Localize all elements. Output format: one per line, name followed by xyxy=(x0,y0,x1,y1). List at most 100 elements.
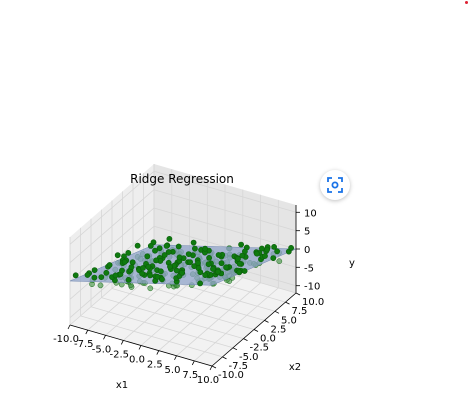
x-tick-label: -7.5 xyxy=(74,339,94,350)
data-point xyxy=(119,267,125,274)
data-point xyxy=(165,249,172,255)
data-point xyxy=(214,268,221,275)
data-point xyxy=(223,264,229,271)
y-tick xyxy=(243,338,248,341)
y-tick xyxy=(274,310,280,314)
y-tick-label: -7.5 xyxy=(229,361,249,372)
y-axis-label: x2 xyxy=(289,362,301,373)
data-point xyxy=(139,270,145,277)
scan-icon xyxy=(327,177,343,193)
grid-line xyxy=(101,297,244,339)
z-tick-label: 0 xyxy=(304,245,310,256)
data-point xyxy=(125,249,132,256)
data-point xyxy=(156,245,163,252)
data-point xyxy=(178,269,185,276)
x-tick xyxy=(85,329,89,335)
data-point xyxy=(167,263,173,270)
data-point xyxy=(236,260,243,267)
y-tick xyxy=(222,356,227,360)
y-tick xyxy=(211,365,217,369)
data-point xyxy=(176,254,183,261)
data-point xyxy=(195,260,201,266)
x-tick xyxy=(138,345,142,350)
y-tick xyxy=(253,329,259,332)
data-point xyxy=(145,263,152,270)
data-point xyxy=(215,252,222,258)
x-tick-label: 10.0 xyxy=(197,375,219,386)
y-tick xyxy=(264,320,269,323)
data-point xyxy=(210,266,216,272)
points-in-front-of-plane xyxy=(72,235,294,287)
x-tick xyxy=(120,340,124,345)
data-point xyxy=(72,272,79,279)
z-tick-label: -10 xyxy=(304,282,320,293)
data-point xyxy=(103,269,110,276)
x-tick-label: 5.0 xyxy=(165,365,181,376)
data-point xyxy=(159,276,165,283)
data-point xyxy=(154,273,161,280)
data-point xyxy=(153,257,159,264)
data-point xyxy=(106,262,113,268)
data-point xyxy=(187,259,193,265)
data-point xyxy=(139,265,146,271)
data-point xyxy=(288,244,294,251)
z-tick-label: 5 xyxy=(304,227,310,238)
lens-button[interactable] xyxy=(320,170,350,200)
grid-line xyxy=(153,189,297,232)
y-tick xyxy=(285,301,290,305)
y-tick-label: -2.5 xyxy=(250,343,270,354)
grid-line xyxy=(69,207,155,282)
data-point xyxy=(271,243,277,250)
data-point xyxy=(125,276,132,283)
data-point xyxy=(206,254,212,261)
data-point xyxy=(191,245,198,252)
data-point xyxy=(185,251,192,257)
y-tick-label: 5.0 xyxy=(281,315,297,326)
data-point xyxy=(218,260,225,267)
x-tick-label: 0.0 xyxy=(129,355,145,366)
data-point xyxy=(157,268,164,275)
grid-line xyxy=(153,170,297,213)
grid-line xyxy=(153,207,297,250)
data-point xyxy=(235,255,241,262)
x-tick-label: 7.5 xyxy=(182,370,198,381)
data-point xyxy=(264,246,270,253)
y-tick-label: -5.0 xyxy=(239,352,259,363)
chart-title: Ridge Regression xyxy=(130,172,234,186)
data-point xyxy=(274,248,280,255)
data-point xyxy=(276,258,283,265)
y-tick-label: 0.0 xyxy=(260,334,276,345)
data-point xyxy=(89,281,95,288)
x-tick xyxy=(156,350,160,355)
z-tick-label: -5 xyxy=(304,263,314,274)
grid-line xyxy=(111,288,255,330)
data-point xyxy=(262,253,268,259)
x-axis-label: x1 xyxy=(116,380,128,391)
x-tick-label: -5.0 xyxy=(92,344,112,355)
data-point xyxy=(173,267,180,274)
x-tick xyxy=(209,365,213,371)
grid-line xyxy=(69,189,155,264)
grid-line xyxy=(122,279,265,321)
data-point xyxy=(128,264,135,270)
z-tick-label: 10 xyxy=(304,208,317,219)
data-point xyxy=(112,272,119,279)
data-point xyxy=(205,261,212,268)
y-tick-label: 7.5 xyxy=(292,306,308,317)
y-tick-label: 10.0 xyxy=(302,297,324,308)
data-point xyxy=(270,255,277,261)
grid-line xyxy=(69,170,155,245)
data-point xyxy=(197,269,204,276)
data-point xyxy=(91,267,98,273)
data-point xyxy=(147,272,153,279)
y-tick xyxy=(232,347,238,351)
data-point xyxy=(144,253,151,260)
data-point xyxy=(202,272,209,278)
data-point xyxy=(166,235,173,242)
data-point xyxy=(129,259,136,266)
x-tick xyxy=(67,324,71,330)
data-point xyxy=(241,248,248,255)
tick-labels: -10.0-7.5-5.0-2.5 0.0 2.5 5.0 7.510.0-10.0-7… xyxy=(53,208,324,386)
x-tick-label: 2.5 xyxy=(147,360,163,371)
